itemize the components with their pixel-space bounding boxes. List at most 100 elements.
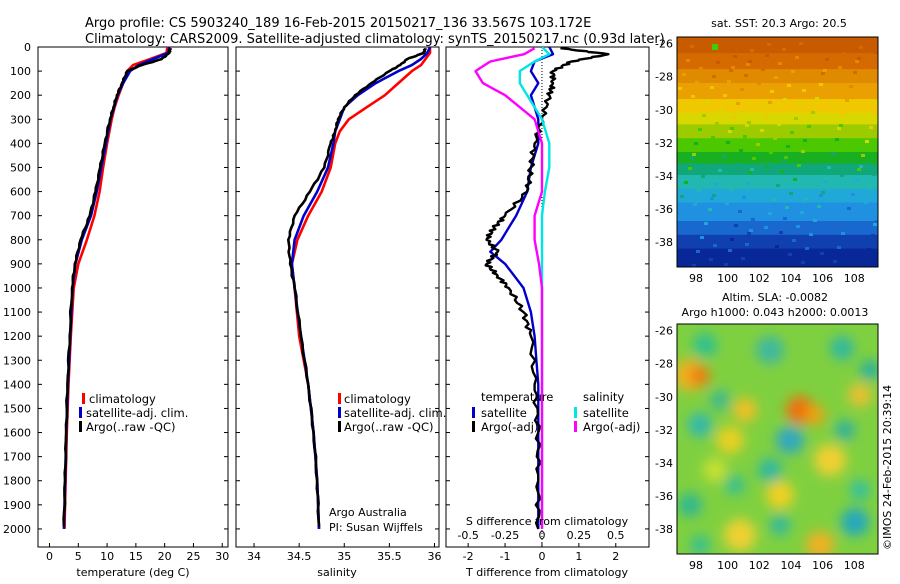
x-tick-label: 0	[46, 550, 53, 563]
sst-speckle	[864, 201, 868, 204]
map-y-tick-label: -36	[655, 203, 673, 216]
sst-speckle	[795, 56, 799, 59]
sst-speckle	[876, 40, 878, 43]
sst-speckle	[686, 59, 690, 62]
sst-speckle	[755, 204, 759, 207]
y-tick-label: 1600	[3, 427, 31, 440]
sst-speckle	[842, 52, 846, 55]
sla-blob	[806, 531, 834, 554]
sst-speckle	[790, 131, 794, 134]
sst-band	[677, 175, 878, 191]
sst-speckle	[754, 265, 758, 267]
sst-band	[677, 202, 878, 223]
y-tick-label: 1800	[3, 475, 31, 488]
sst-band	[677, 188, 878, 205]
credit-line-2: PI: Susan Wijffels	[329, 521, 423, 534]
sst-speckle	[819, 194, 823, 197]
sst-speckle	[746, 63, 750, 66]
sst-speckle	[756, 143, 760, 146]
sst-speckle	[783, 98, 787, 101]
sst-speckle	[718, 169, 722, 172]
sst-speckle	[707, 39, 711, 42]
y-tick-label: 2000	[3, 523, 31, 536]
sla-blob	[703, 458, 727, 482]
sst-speckle	[856, 118, 860, 121]
sst-speckle	[744, 74, 748, 77]
sst-speckle	[690, 45, 694, 48]
sst-speckle	[693, 203, 697, 206]
sst-speckle	[811, 111, 815, 114]
sst-speckle	[838, 66, 842, 69]
sst-speckle	[856, 229, 860, 232]
sst-speckle	[731, 177, 735, 180]
map-y-tick-label: -28	[655, 71, 673, 84]
sst-speckle	[863, 262, 867, 265]
sla-blob	[766, 481, 794, 509]
sst-speckle	[712, 194, 716, 197]
legend-swatch-argo	[79, 421, 82, 432]
sst-speckle	[824, 119, 828, 122]
legend-label-argo: Argo(..raw -QC)	[344, 420, 434, 434]
sst-speckle	[832, 91, 836, 94]
sst-speckle	[839, 235, 843, 238]
difference-panel	[445, 46, 650, 548]
argo-marker	[712, 44, 718, 50]
x-tick-label: 35.5	[377, 550, 402, 563]
sst-speckle	[822, 241, 826, 244]
sst-speckle	[719, 108, 723, 111]
map-y-tick-label: -26	[655, 325, 673, 338]
sst-band	[677, 83, 878, 102]
sst-speckle	[752, 157, 756, 160]
sst-speckle	[751, 218, 755, 221]
legend-label-t-argo: Argo(-adj)	[481, 420, 538, 434]
map-x-tick-label: 102	[749, 272, 770, 285]
y-tick-label: 1900	[3, 499, 31, 512]
sst-speckle	[875, 101, 878, 104]
legend-label-s-satellite: satellite	[583, 406, 629, 420]
sst-speckle	[768, 212, 772, 215]
temperature-x-label: temperature (deg C)	[76, 566, 189, 579]
sst-speckle	[797, 164, 801, 167]
sst-speckle	[745, 124, 749, 127]
legend-swatch-t-satellite	[472, 407, 475, 418]
sst-speckle	[848, 146, 852, 149]
map-x-tick-label: 100	[717, 272, 738, 285]
series-line-2	[287, 47, 427, 527]
sst-speckle	[802, 89, 806, 92]
sst-band	[677, 53, 878, 72]
sla-blob	[850, 480, 870, 500]
sst-speckle	[780, 170, 784, 173]
sst-speckle	[766, 223, 770, 226]
x-tick-label: 36	[427, 550, 441, 563]
axis-ticks: 0 5 10 15 20 25 300100200300400500600700800900…	[3, 38, 865, 572]
x-tick-label: 10	[100, 550, 114, 563]
sst-speckle	[729, 69, 733, 72]
sst-speckle	[804, 78, 808, 81]
sst-speckle	[773, 137, 777, 140]
sst-speckle	[788, 253, 792, 256]
sst-speckle	[764, 226, 768, 229]
legend-label-climatology: climatology	[89, 392, 156, 406]
legend-label-argo: Argo(..raw -QC)	[86, 420, 176, 434]
sst-band	[677, 221, 878, 237]
sst-speckle	[688, 167, 692, 170]
sst-speckle	[685, 120, 689, 123]
x-tick-label: 30	[215, 550, 229, 563]
sst-band	[677, 138, 878, 154]
sst-speckle	[682, 73, 686, 76]
sla-map-title-1: Altim. SLA: -0.0082	[722, 291, 828, 304]
sst-speckle	[860, 215, 864, 218]
sst-speckle	[801, 261, 805, 264]
sst-speckle	[844, 160, 848, 163]
sst-speckle	[765, 54, 769, 57]
sst-speckle	[742, 196, 746, 199]
sst-speckle	[694, 142, 698, 145]
x-tick-label: 0	[538, 550, 545, 563]
map-x-tick-label: 98	[689, 272, 703, 285]
sst-speckle	[857, 168, 861, 171]
salinity-legend: climatology satellite-adj. clim. Argo(..…	[338, 392, 446, 434]
sst-speckle	[823, 180, 827, 183]
sst-speckle	[728, 249, 732, 252]
sst-speckle	[690, 156, 694, 159]
sst-speckle	[838, 185, 842, 188]
